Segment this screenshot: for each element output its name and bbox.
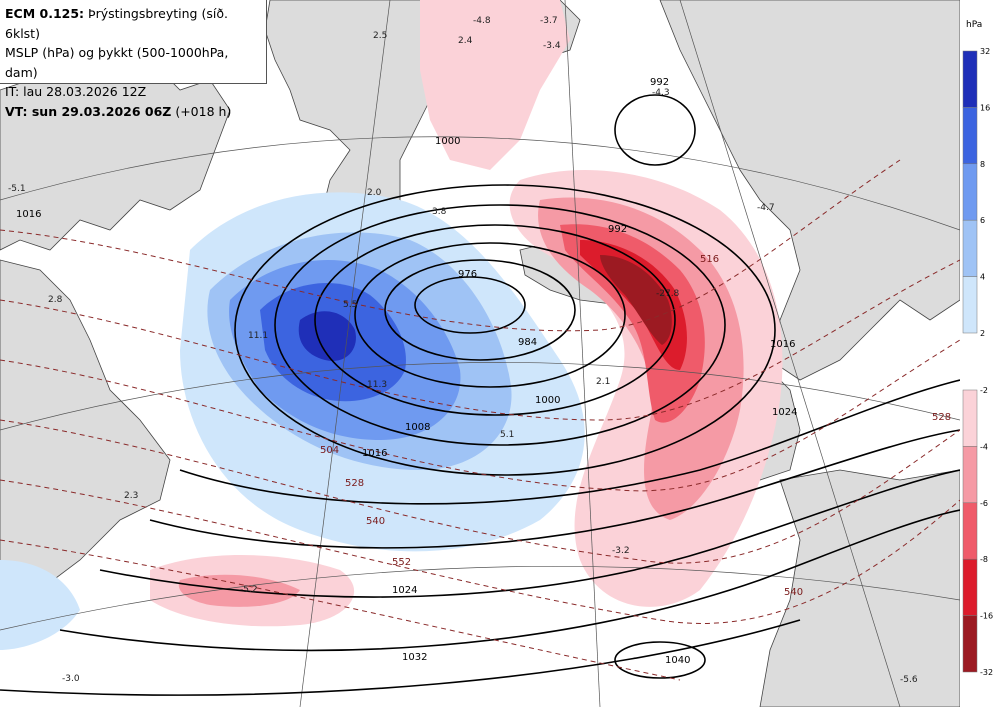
- isobar-label: 1032: [402, 652, 427, 663]
- legend-tick-label: 16: [980, 103, 990, 112]
- thickness-label: 516: [700, 254, 719, 265]
- isobar-label-group: 976 984 992 1000 1008 1016 1024 1032 104…: [16, 77, 797, 666]
- legend-positive-ticks: 32 16 8 6 4 2: [980, 47, 990, 338]
- isobar-label: 1000: [535, 395, 560, 406]
- forecast-hour: (+018 h): [171, 103, 232, 119]
- change-value: -3.4: [543, 41, 561, 51]
- legend-swatch: [962, 219, 978, 277]
- change-value: 3.8: [432, 207, 447, 217]
- change-value: 2.0: [367, 188, 382, 198]
- pressure-fall-area: [150, 0, 783, 627]
- change-value: -3.2: [612, 546, 630, 556]
- change-value: -5.2: [240, 585, 258, 595]
- legend-swatch: [962, 615, 978, 673]
- change-value: -5.1: [8, 184, 26, 194]
- isobar-label: 984: [518, 337, 537, 348]
- change-value: -4.8: [473, 16, 491, 26]
- thickness-label: 528: [345, 478, 364, 489]
- legend-tick-label: 2: [980, 329, 985, 338]
- change-value: 5.5: [343, 300, 357, 310]
- legend-swatch: [962, 50, 978, 108]
- valid-time: VT: sun 29.03.2026 06Z: [5, 103, 172, 119]
- change-value: -3.0: [62, 674, 80, 684]
- change-value: 11.1: [248, 331, 268, 341]
- product-description: Þrýstingsbreyting (síð. 6klst): [5, 6, 228, 41]
- isobar-label: 1016: [362, 448, 387, 459]
- legend-negative-bar: [962, 389, 978, 673]
- change-value: 2.4: [458, 36, 473, 46]
- legend-negative-ticks: -2 -4 -6 -8 -16 -32: [980, 386, 993, 677]
- change-value: -4.3: [652, 88, 670, 98]
- change-value: -5.6: [900, 675, 918, 685]
- thickness-label-group: 504 528 540 552 516 528 540: [320, 254, 951, 598]
- change-value: 2.1: [596, 377, 610, 387]
- thickness-label: 552: [392, 557, 411, 568]
- legend-swatch: [962, 446, 978, 504]
- field-description: MSLP (hPa) og þykkt (500-1000hPa, dam): [5, 45, 229, 80]
- change-value: -27.8: [656, 289, 680, 299]
- isobars: [0, 94, 960, 696]
- thickness-label: 540: [784, 587, 803, 598]
- isobar-label: 992: [608, 224, 627, 235]
- legend-tick-label: -2: [980, 386, 988, 395]
- graticule: [0, 0, 960, 707]
- isobar-label: 1000: [435, 136, 460, 147]
- weather-map: 976 984 992 1000 1008 1016 1024 1032 104…: [0, 0, 960, 707]
- isobar-label: 1040: [665, 655, 690, 666]
- isobar-label: 1016: [770, 339, 795, 350]
- legend-swatch: [962, 502, 978, 560]
- change-value: -3.7: [540, 16, 558, 26]
- legend-positive-bar: [962, 50, 978, 334]
- pressure-rise-area: [0, 192, 585, 650]
- legend-tick-label: -32: [980, 668, 993, 677]
- isobar-label: 1016: [16, 209, 41, 220]
- product-title: ECM 0.125: Þrýstingsbreyting (síð. 6klst…: [5, 4, 261, 43]
- isobar-label: 992: [650, 77, 669, 88]
- isobar-label: 1008: [405, 422, 430, 433]
- legend-tick-label: 32: [980, 47, 990, 56]
- legend-tick-label: -8: [980, 555, 988, 564]
- change-value: 2.8: [48, 295, 63, 305]
- thickness-label: 504: [320, 445, 339, 456]
- change-value: 11.3: [367, 380, 387, 390]
- legend-swatch: [962, 276, 978, 334]
- color-legend: hPa 32 16 8 6 4 2 -2 -4 -6 -8 -16 -32: [960, 0, 1000, 707]
- thickness-label: 528: [932, 412, 951, 423]
- isobar-label: 1024: [392, 585, 417, 596]
- model-name: ECM 0.125:: [5, 6, 85, 21]
- legend-tick-label: -16: [980, 612, 993, 621]
- legend-swatch: [962, 389, 978, 447]
- legend-swatch: [962, 107, 978, 165]
- valid-time-line: VT: sun 29.03.2026 06Z (+018 h): [5, 102, 261, 122]
- change-value: 2.5: [373, 31, 387, 41]
- initial-time: IT: lau 28.03.2026 12Z: [5, 84, 147, 99]
- legend-tick-label: 4: [980, 273, 985, 282]
- isobar-label: 976: [458, 269, 477, 280]
- map-info-box: ECM 0.125: Þrýstingsbreyting (síð. 6klst…: [0, 0, 267, 119]
- legend-swatch: [962, 558, 978, 616]
- legend-tick-label: 8: [980, 160, 985, 169]
- change-value: 5.1: [500, 430, 514, 440]
- thickness-lines: [0, 159, 960, 681]
- legend-tick-label: -6: [980, 499, 988, 508]
- legend-tick-label: -4: [980, 442, 988, 451]
- change-value: -4.7: [757, 203, 775, 213]
- change-value-group: -5.1 2.8 2.5 2.4 2.0 5.5 11.1 11.3 5.1 2…: [8, 16, 918, 685]
- thickness-label: 540: [366, 516, 385, 527]
- isobar-label: 1024: [772, 407, 797, 418]
- change-value: 2.3: [124, 491, 138, 501]
- legend-swatch: [962, 163, 978, 221]
- legend-unit: hPa: [966, 20, 982, 30]
- legend-tick-label: 6: [980, 216, 985, 225]
